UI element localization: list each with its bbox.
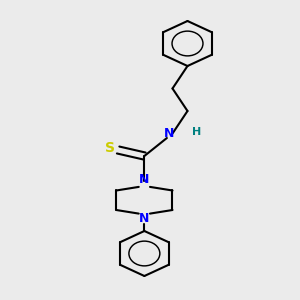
Text: S: S [105, 142, 115, 155]
Text: N: N [139, 212, 150, 226]
Text: H: H [192, 127, 202, 137]
Text: N: N [164, 127, 174, 140]
Text: N: N [139, 173, 150, 187]
